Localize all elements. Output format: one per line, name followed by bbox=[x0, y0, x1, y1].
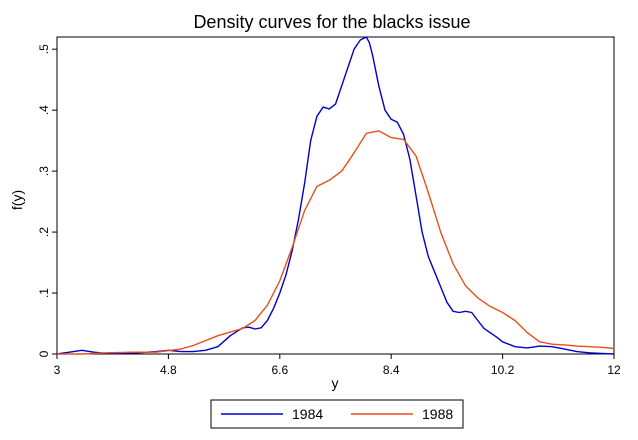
chart-title: Density curves for the blacks issue bbox=[193, 12, 470, 32]
x-axis-label: y bbox=[332, 375, 339, 391]
series-line-1984 bbox=[56, 36, 615, 355]
x-tick-label: 4.8 bbox=[160, 363, 177, 377]
legend: 1984 1988 bbox=[210, 399, 464, 429]
x-tick-label: 6.6 bbox=[271, 363, 288, 377]
x-tick-label: 8.4 bbox=[383, 363, 400, 377]
x-tick-label: 12 bbox=[607, 363, 621, 377]
y-tick-label: .1 bbox=[37, 288, 51, 298]
series-line-1988 bbox=[57, 130, 615, 355]
y-tick-label: 0 bbox=[37, 350, 51, 357]
y-tick-label: .5 bbox=[37, 44, 51, 54]
y-tick-label: .3 bbox=[37, 166, 51, 176]
x-tick-label: 10.2 bbox=[491, 363, 515, 377]
x-tick-label: 3 bbox=[54, 363, 61, 377]
plot-area: 3 4.8 6.6 8.4 10.2 12 0 .1 .2 .3 .4 .5 bbox=[37, 36, 621, 377]
legend-label-1984: 1984 bbox=[292, 406, 323, 422]
plot-frame bbox=[56, 36, 615, 355]
y-axis-label: f(y) bbox=[9, 190, 25, 210]
y-tick-label: .4 bbox=[37, 105, 51, 115]
legend-label-1988: 1988 bbox=[422, 406, 453, 422]
y-tick-label: .2 bbox=[37, 227, 51, 237]
